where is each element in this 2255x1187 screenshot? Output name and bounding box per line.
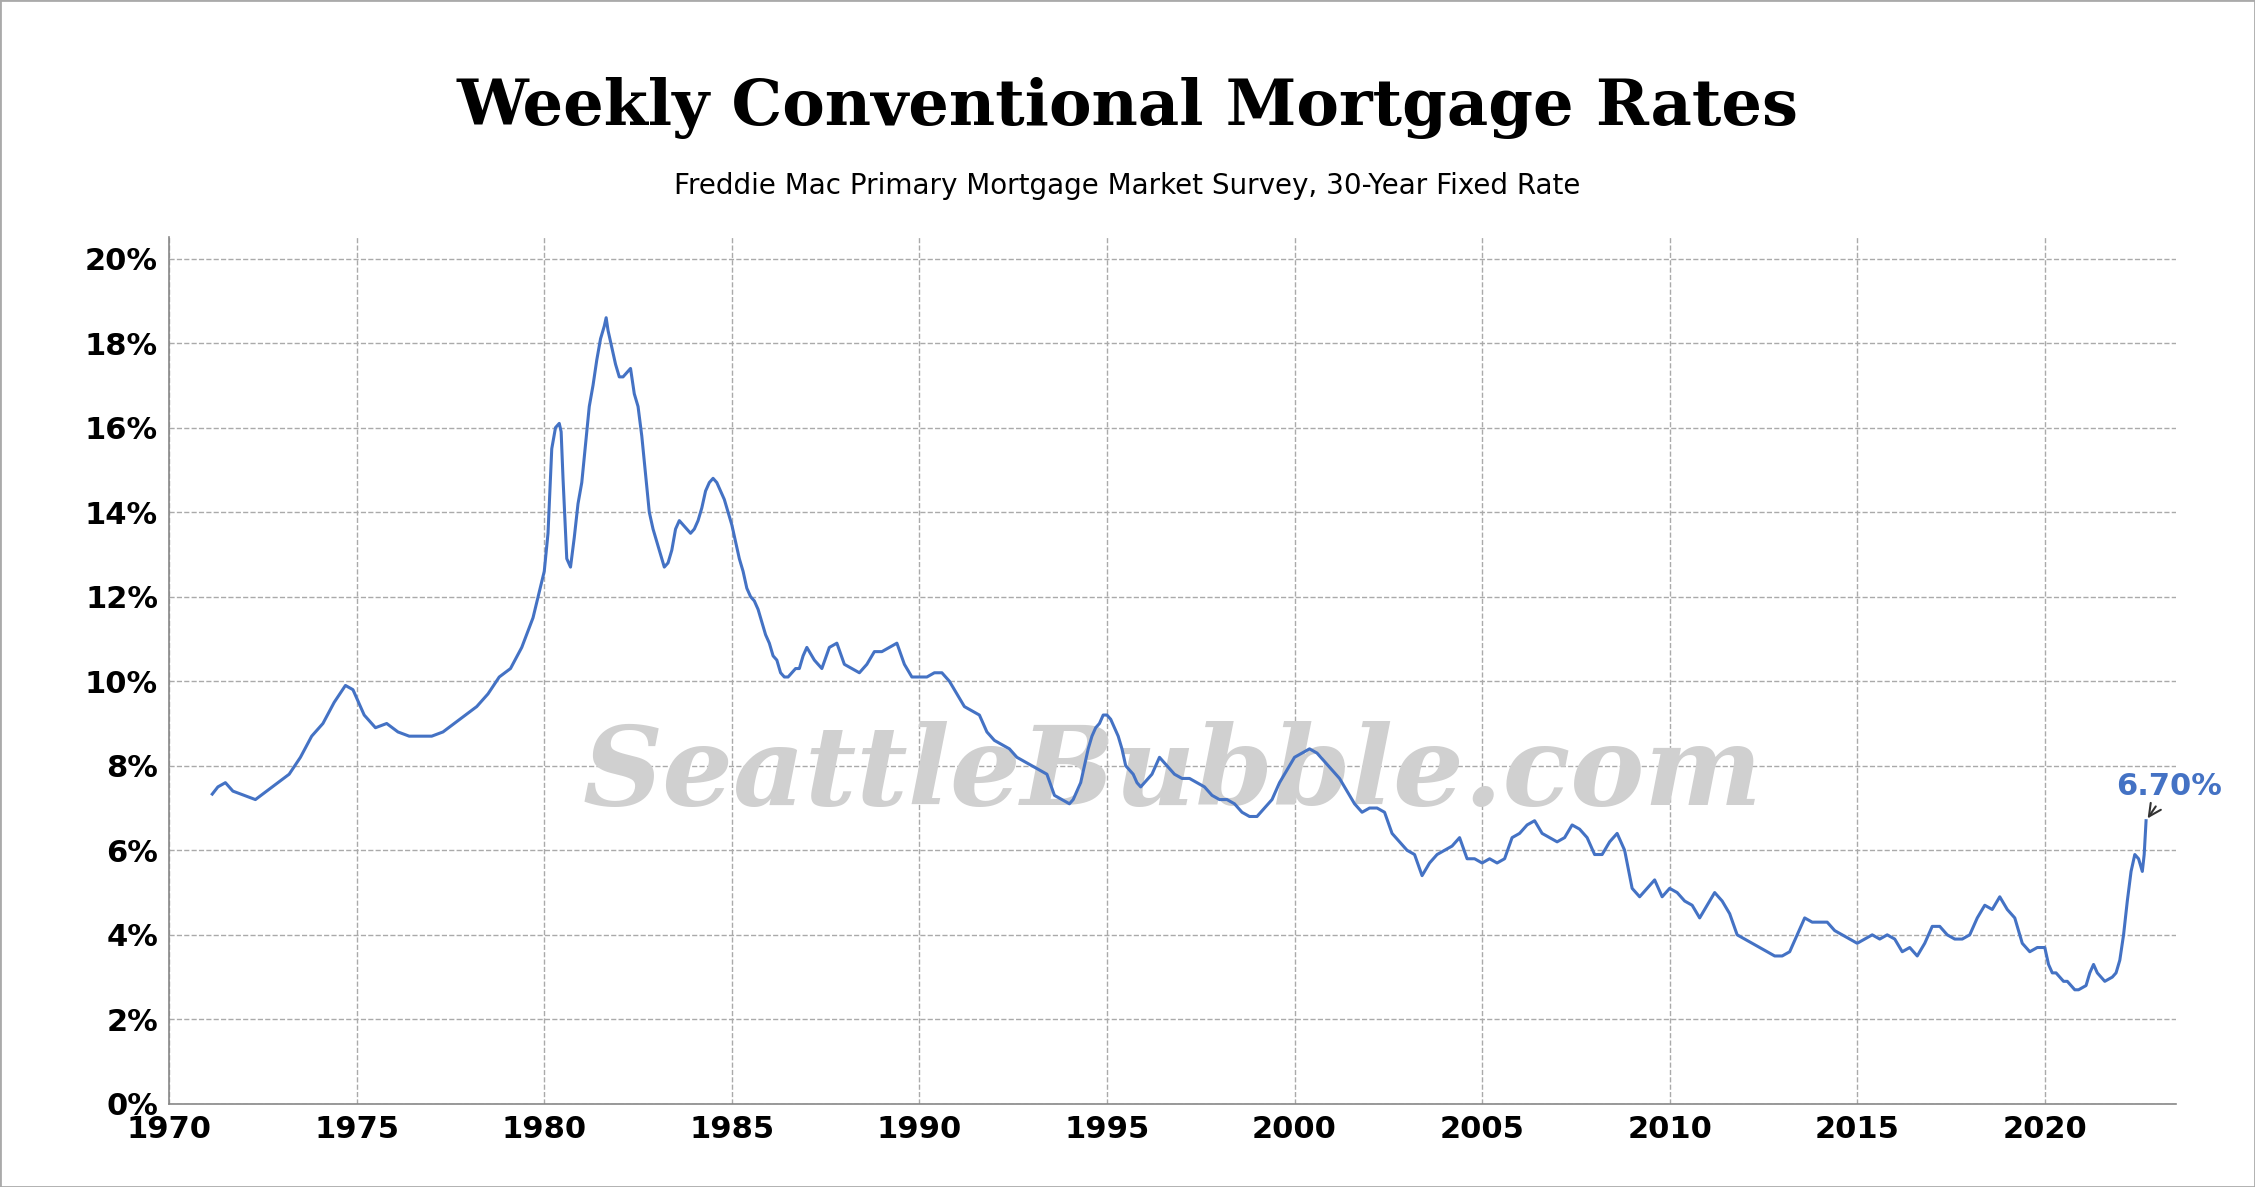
Text: Weekly Conventional Mortgage Rates: Weekly Conventional Mortgage Rates bbox=[456, 77, 1799, 139]
Text: 6.70%: 6.70% bbox=[2115, 773, 2221, 817]
Text: SeattleBubble.com: SeattleBubble.com bbox=[582, 721, 1763, 829]
Text: Freddie Mac Primary Mortgage Market Survey, 30-Year Fixed Rate: Freddie Mac Primary Mortgage Market Surv… bbox=[674, 172, 1581, 201]
